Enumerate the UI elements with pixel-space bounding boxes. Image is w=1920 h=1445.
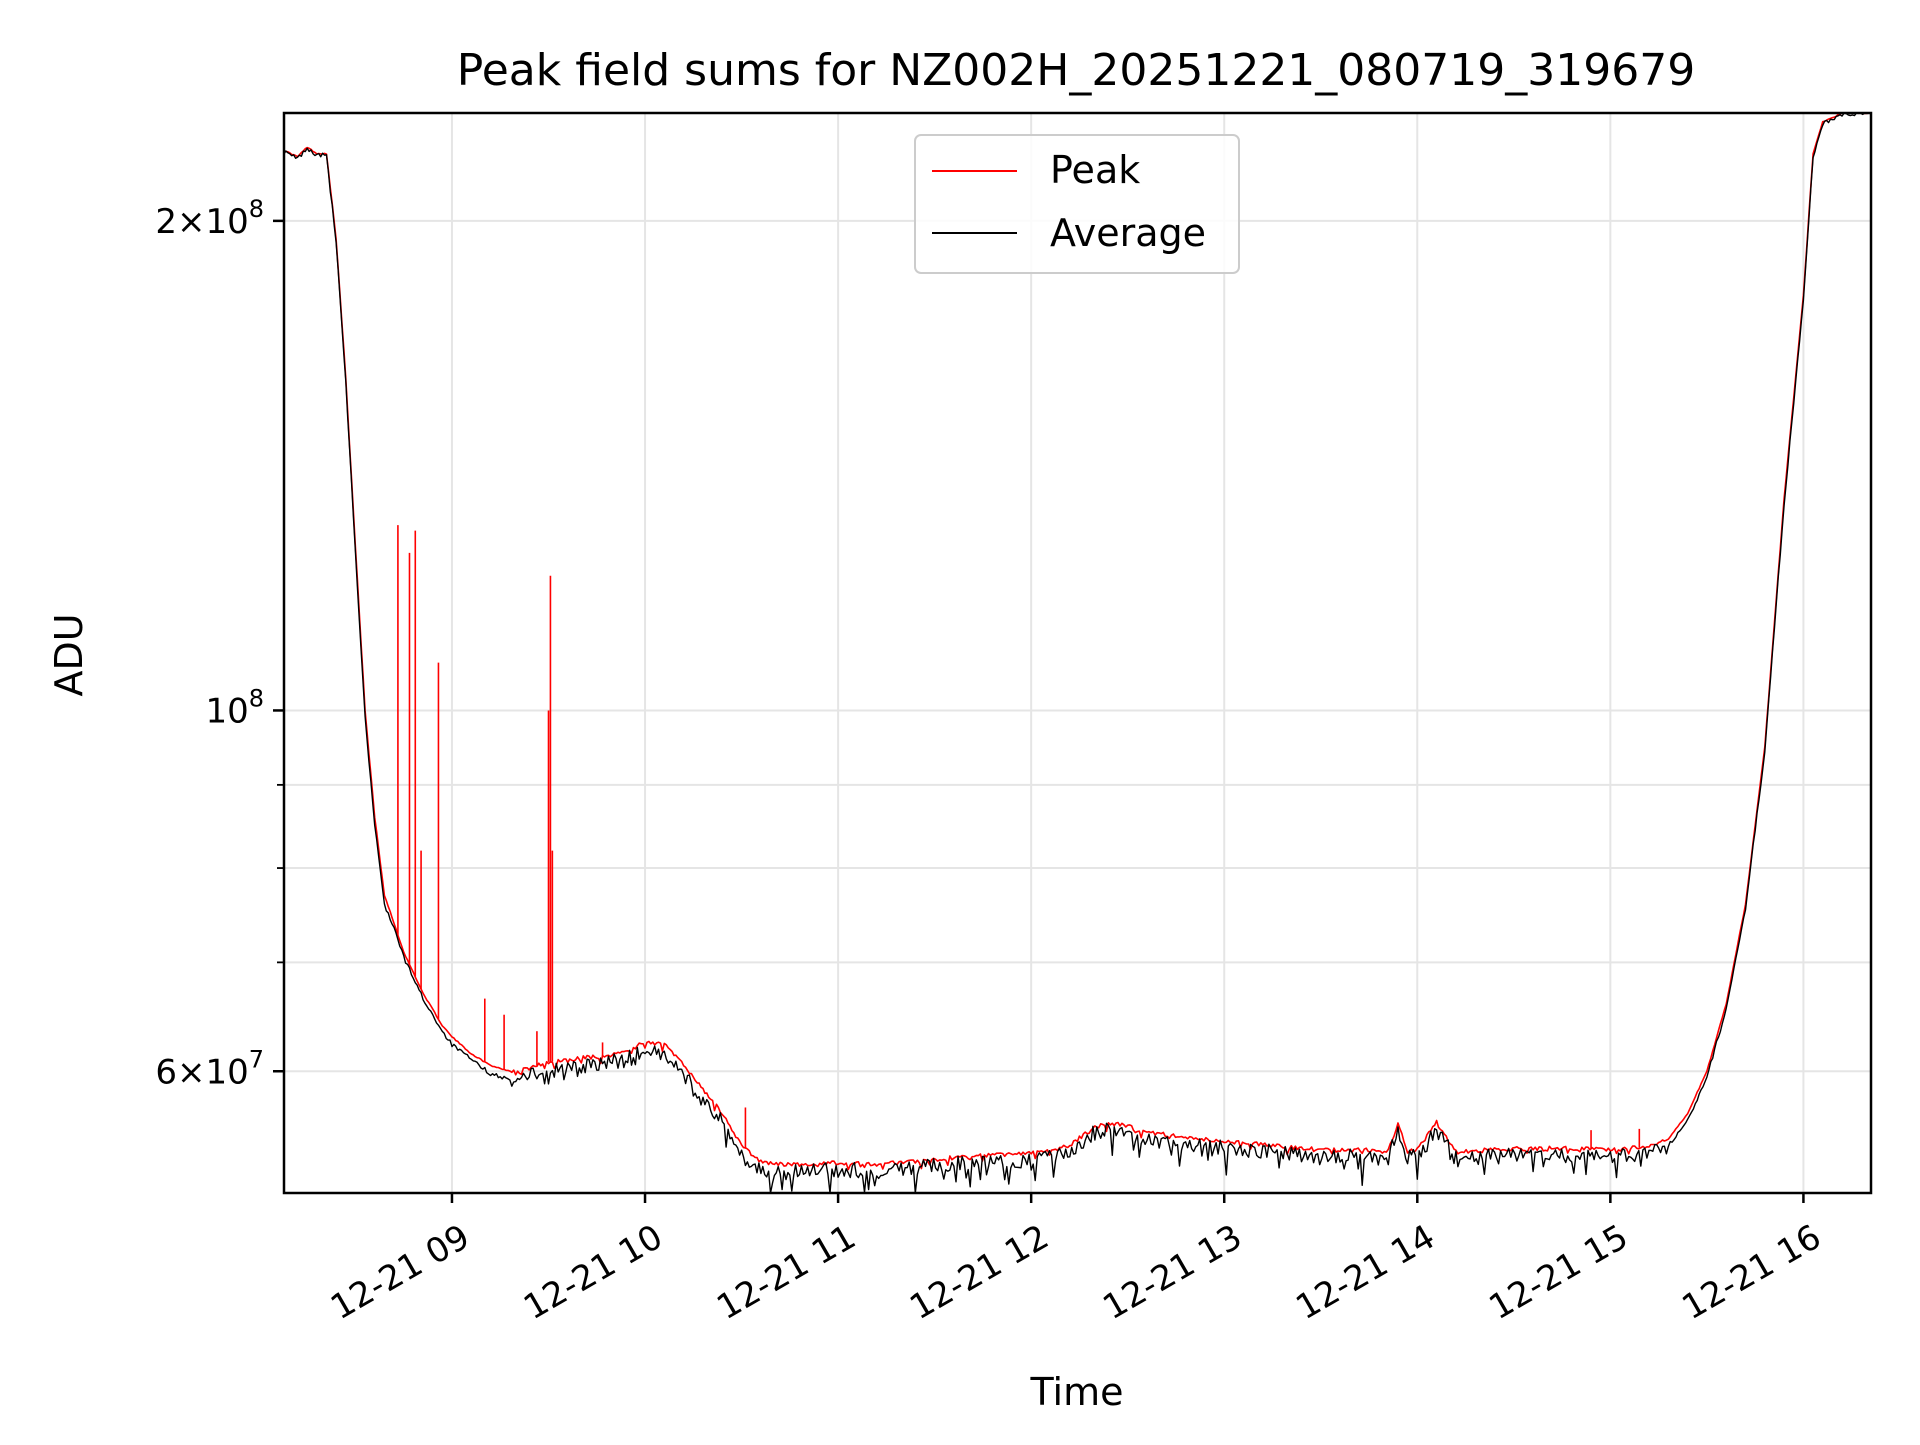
series-layer [283,112,1871,1194]
series-line-average [283,112,1871,1194]
plot-area-frame [282,111,1873,1195]
y-tick-label: 6×107 [155,1045,264,1092]
y-tick-label: 2×108 [155,195,264,242]
legend: Peak Average [914,134,1240,274]
legend-label-average: Average [1050,211,1206,255]
series-line-peak [283,112,1871,1171]
x-axis-label: Time [1030,1370,1124,1414]
legend-label-peak: Peak [1050,148,1140,192]
chart-title: Peak field sums for NZ002H_20251221_0807… [457,45,1695,96]
y-tick-label: 108 [205,684,264,731]
legend-box [914,134,1240,274]
y-axis-label: ADU [47,613,91,696]
